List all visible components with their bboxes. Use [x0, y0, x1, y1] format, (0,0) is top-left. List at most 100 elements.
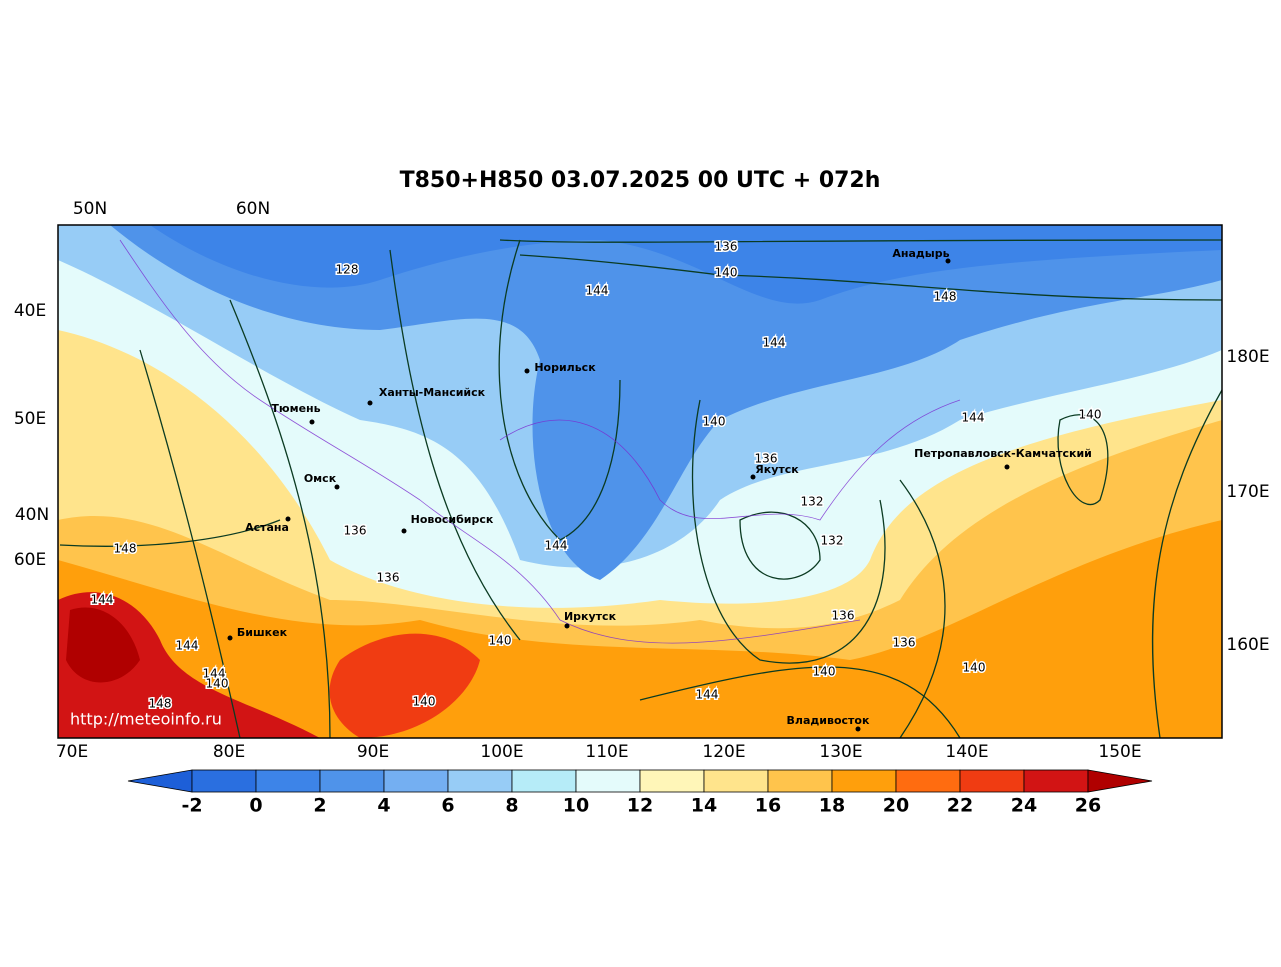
contour-label: 132: [801, 495, 824, 509]
colorbar-bin: [639, 769, 705, 793]
colorbar-tick-label: 24: [1011, 795, 1037, 817]
colorbar-bin: [575, 769, 641, 793]
colorbar-tick-label: -2: [181, 795, 202, 817]
axis-label: 180E: [1226, 347, 1269, 367]
contour-label: 144: [91, 593, 114, 607]
city-name: Астана: [245, 521, 289, 534]
colorbar-tick-label: 18: [819, 795, 845, 817]
axis-label: 40E: [14, 301, 46, 321]
axis-label: 120E: [702, 742, 745, 762]
map-frame: [57, 224, 1223, 739]
city-dot: [524, 368, 530, 374]
colorbar-tick-label: 4: [377, 795, 390, 817]
contour-label: 136: [755, 452, 778, 466]
source-url: http://meteoinfo.ru: [70, 710, 222, 729]
axis-label: 160E: [1226, 635, 1269, 655]
city-dot: [334, 484, 340, 490]
colorbar-bin: [447, 769, 513, 793]
colorbar-bin: [767, 769, 833, 793]
contour-label: 148: [149, 697, 172, 711]
axis-label: 90E: [357, 742, 389, 762]
city-dot: [564, 623, 570, 629]
contour-label: 132: [821, 534, 844, 548]
city-dot: [285, 516, 291, 522]
axis-label: 150E: [1098, 742, 1141, 762]
colorbar-tick-label: 16: [755, 795, 781, 817]
axis-label: 170E: [1226, 482, 1269, 502]
city-name: Тюмень: [271, 402, 320, 415]
contour-label: 140: [813, 665, 836, 679]
contour-label: 140: [715, 266, 738, 280]
colorbar-extend-low: [127, 769, 193, 793]
axis-label: 60E: [14, 550, 46, 570]
colorbar-bin: [319, 769, 385, 793]
axis-label: 50E: [14, 409, 46, 429]
colorbar-bin: [959, 769, 1025, 793]
contour-label: 144: [545, 539, 568, 553]
contour-label: 140: [413, 695, 436, 709]
colorbar-bin: [191, 769, 257, 793]
title: T850+H850 03.07.2025 00 UTC + 072h: [400, 168, 881, 193]
contour-label: 144: [763, 336, 786, 350]
city-dot: [401, 528, 407, 534]
contour-label: 144: [176, 639, 199, 653]
colorbar-tick-label: 6: [441, 795, 454, 817]
city-name: Бишкек: [237, 626, 288, 639]
colorbar-tick-label: 22: [947, 795, 973, 817]
contour-label: 140: [206, 677, 229, 691]
colorbar-bin: [831, 769, 897, 793]
contour-label: 148: [934, 290, 957, 304]
axis-label: 130E: [819, 742, 862, 762]
colorbar-tick-label: 14: [691, 795, 717, 817]
city-dot: [855, 726, 861, 732]
contour-label: 128: [336, 263, 359, 277]
axis-label: 80E: [213, 742, 245, 762]
city-name: Анадырь: [892, 247, 949, 260]
city-name: Норильск: [534, 361, 596, 374]
colorbar-tick-label: 2: [313, 795, 326, 817]
colorbar-tick-label: 12: [627, 795, 653, 817]
colorbar-bin: [383, 769, 449, 793]
contour-label: 136: [832, 609, 855, 623]
contour-label: 144: [586, 284, 609, 298]
city-dot: [367, 400, 373, 406]
city-dot: [309, 419, 315, 425]
contour-label: 136: [715, 240, 738, 254]
colorbar-tick-label: 26: [1075, 795, 1101, 817]
colorbar-bin: [895, 769, 961, 793]
axis-label: 50N: [73, 199, 107, 219]
contour-label: 136: [344, 524, 367, 538]
city-dot: [750, 474, 756, 480]
contour-label: 140: [703, 415, 726, 429]
city-dot: [1004, 464, 1010, 470]
contour-label: 144: [696, 688, 719, 702]
city-name: Владивосток: [787, 714, 870, 727]
axis-label: 100E: [480, 742, 523, 762]
contour-label: 144: [962, 411, 985, 425]
colorbar-tick-label: 10: [563, 795, 589, 817]
axis-label: 40N: [15, 505, 49, 525]
colorbar-bin: [1023, 769, 1089, 793]
city-dot: [945, 258, 951, 264]
city-name: Новосибирск: [411, 513, 494, 526]
colorbar-bin: [511, 769, 577, 793]
contour-label: 136: [893, 636, 916, 650]
city-name: Петропавловск-Камчатский: [914, 447, 1092, 460]
contour-label: 136: [377, 571, 400, 585]
colorbar-tick-label: 0: [249, 795, 262, 817]
colorbar-tick-label: 8: [505, 795, 518, 817]
city-name: Ханты-Мансийск: [379, 386, 486, 399]
contour-label: 144: [203, 667, 226, 681]
map-field: [58, 225, 1222, 738]
axis-label: 110E: [585, 742, 628, 762]
city-name: Омск: [304, 472, 337, 485]
colorbar-bin: [255, 769, 321, 793]
colorbar-bin: [703, 769, 769, 793]
colorbar-tick-label: 20: [883, 795, 909, 817]
contour-label: 140: [1079, 408, 1102, 422]
contour-label: 148: [114, 542, 137, 556]
city-dot: [227, 635, 233, 641]
contour-label: 140: [963, 661, 986, 675]
axis-label: 70E: [56, 742, 88, 762]
city-name: Якутск: [755, 463, 799, 476]
